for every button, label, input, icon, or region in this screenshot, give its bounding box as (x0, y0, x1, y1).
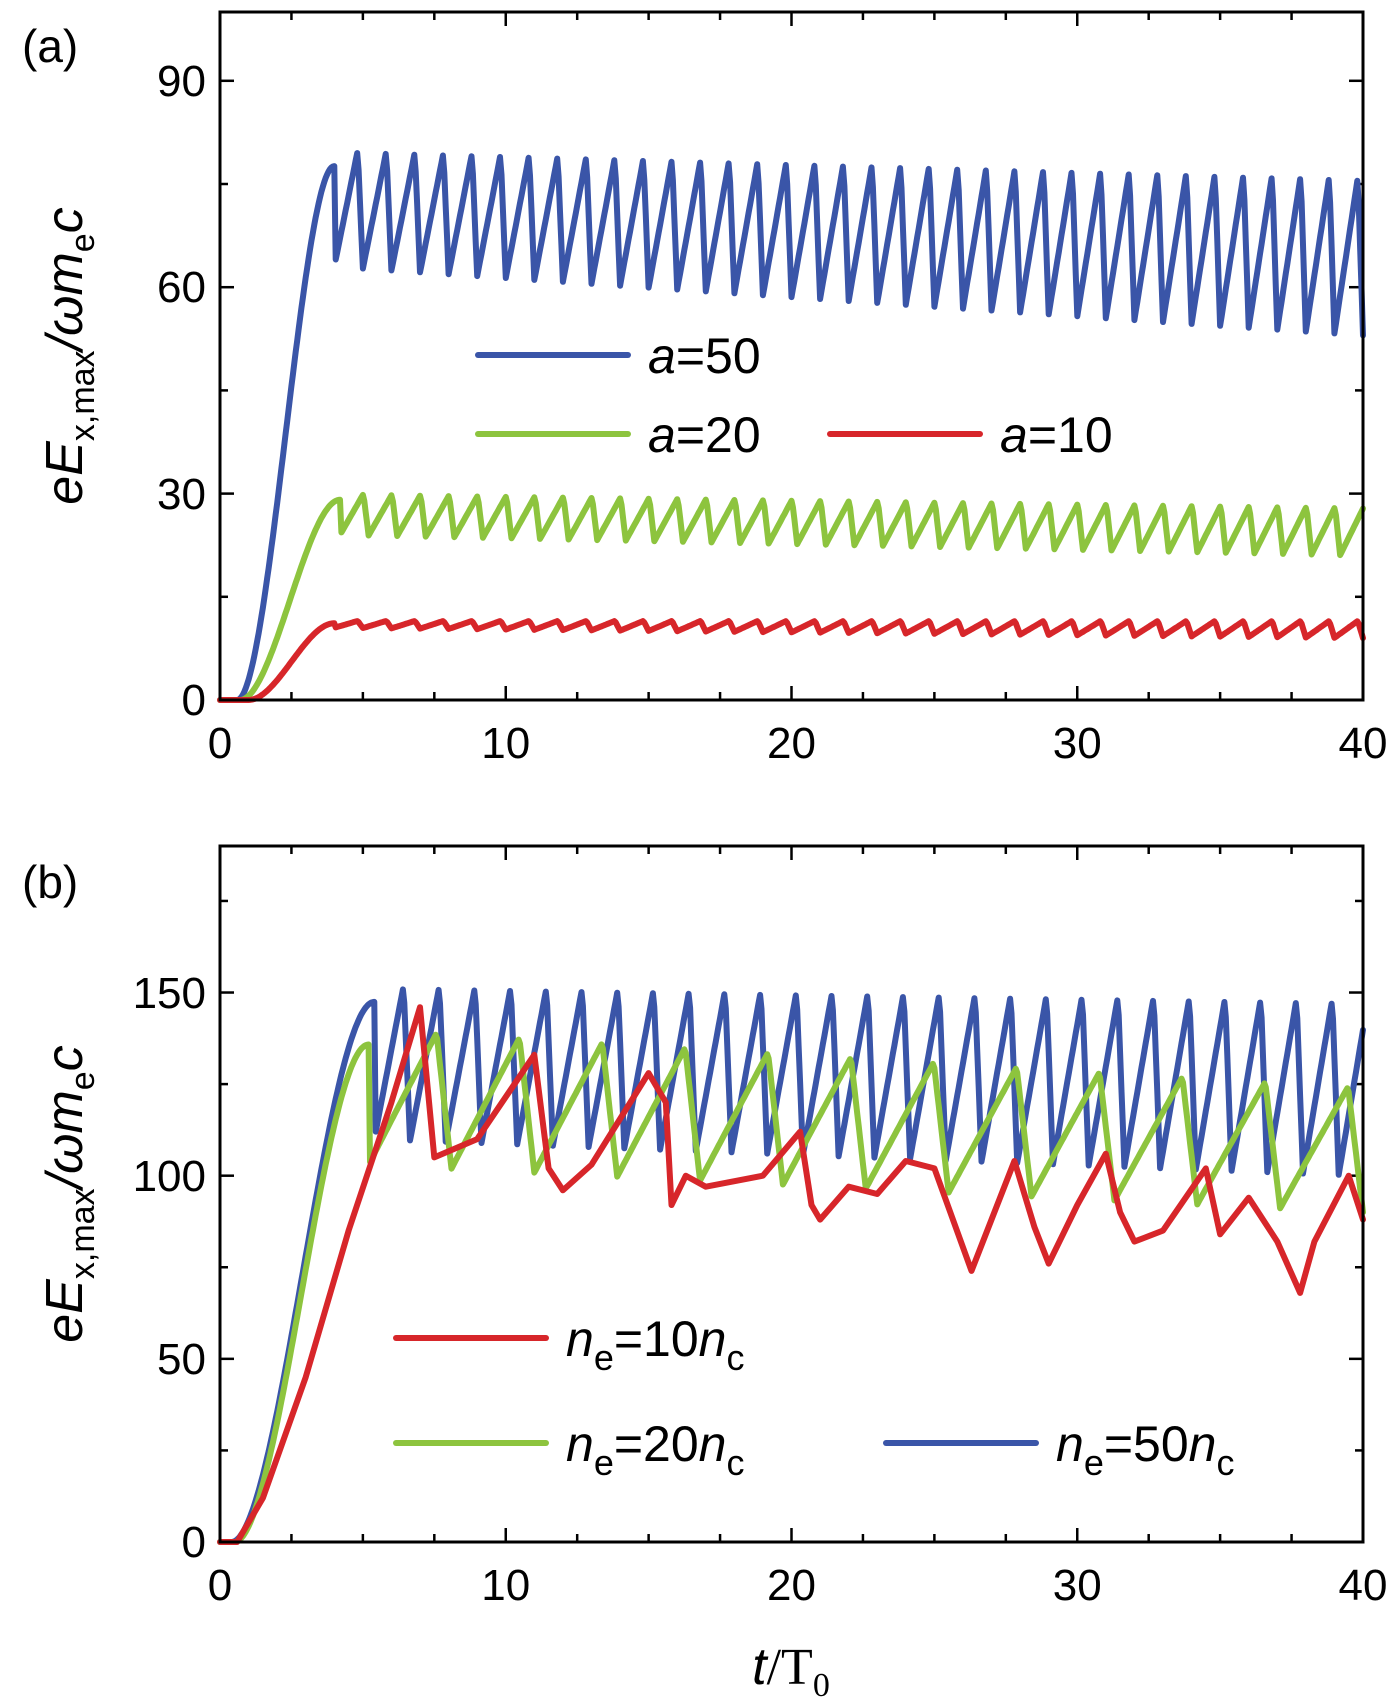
svg-text:t/T0: t/T0 (752, 1638, 830, 1704)
panel-b-xtick-10: 10 (481, 1561, 530, 1610)
panel-a-xtick-0: 0 (208, 719, 232, 768)
panel-b-ytick-0: 0 (182, 1518, 206, 1567)
legend-label-ne10: ne=10nc (566, 1311, 744, 1378)
panel-b-xtick-labels: 0 10 20 30 40 (208, 1561, 1388, 1610)
panel-a-xtick-30: 30 (1053, 719, 1102, 768)
series-line-a=20 (217, 491, 1366, 703)
panel-b-ytick-50: 50 (157, 1335, 206, 1384)
panel-a-xtick-20: 20 (767, 719, 816, 768)
panel-b-legend: ne=10nc ne=20nc ne=50nc (393, 1311, 1234, 1483)
panel-a-ytick-90: 90 (157, 57, 206, 106)
panel-a-lines (217, 150, 1366, 703)
panel-b-xtick-20: 20 (767, 1561, 816, 1610)
panel-b-xlabel: t/T0 (752, 1638, 830, 1704)
svg-text:eEx,max/ωmec: eEx,max/ωmec (36, 207, 102, 504)
panel-a-xtick-40: 40 (1339, 719, 1388, 768)
panel-b-lines (217, 986, 1366, 1545)
panel-a-frame (218, 10, 1365, 702)
panel-a-ytick-labels: 0 30 60 90 (157, 57, 206, 725)
panel-a-xtick-labels: 0 10 20 30 40 (208, 719, 1388, 768)
series-line-a=50 (217, 150, 1366, 703)
panel-b-frame (218, 844, 1365, 1544)
panel-a-ytick-60: 60 (157, 263, 206, 312)
series-line-ne=10nc (217, 1004, 1366, 1545)
panel-a-ylabel: eEx,max/ωmec (36, 207, 102, 504)
panel-b-xtick-40: 40 (1339, 1561, 1388, 1610)
panel-a-label: (a) (22, 20, 78, 72)
legend-label-a20: a=20 (648, 407, 761, 463)
panel-b-xtick-30: 30 (1053, 1561, 1102, 1610)
panel-b-ytick-150: 150 (133, 969, 206, 1018)
svg-text:eEx,max/ωmec: eEx,max/ωmec (36, 1045, 102, 1342)
panel-b-ytick-100: 100 (133, 1152, 206, 1201)
panel-a: (a) 0 10 20 30 40 0 30 60 90 eEx,max/ωme… (22, 10, 1388, 768)
panel-b-ytick-labels: 0 50 100 150 (133, 969, 206, 1567)
legend-label-ne20: ne=20nc (566, 1416, 744, 1483)
series-line-a=10 (217, 618, 1366, 703)
panel-b: (b) 0 10 20 30 40 0 50 100 150 eEx,max/ω… (22, 844, 1388, 1704)
panel-a-ticks (218, 12, 1365, 702)
panel-b-xtick-0: 0 (208, 1561, 232, 1610)
panel-b-ylabel: eEx,max/ωmec (36, 1045, 102, 1342)
series-line-ne=20nc (217, 1031, 1366, 1545)
legend-label-ne50: ne=50nc (1056, 1416, 1234, 1483)
panel-b-label: (b) (22, 856, 78, 908)
panel-a-ytick-0: 0 (182, 676, 206, 725)
panel-a-xtick-10: 10 (481, 719, 530, 768)
panel-a-ytick-30: 30 (157, 470, 206, 519)
panel-a-legend: a=50 a=20 a=10 (475, 328, 1113, 463)
legend-label-a10: a=10 (1000, 407, 1113, 463)
legend-label-a50: a=50 (648, 328, 761, 384)
